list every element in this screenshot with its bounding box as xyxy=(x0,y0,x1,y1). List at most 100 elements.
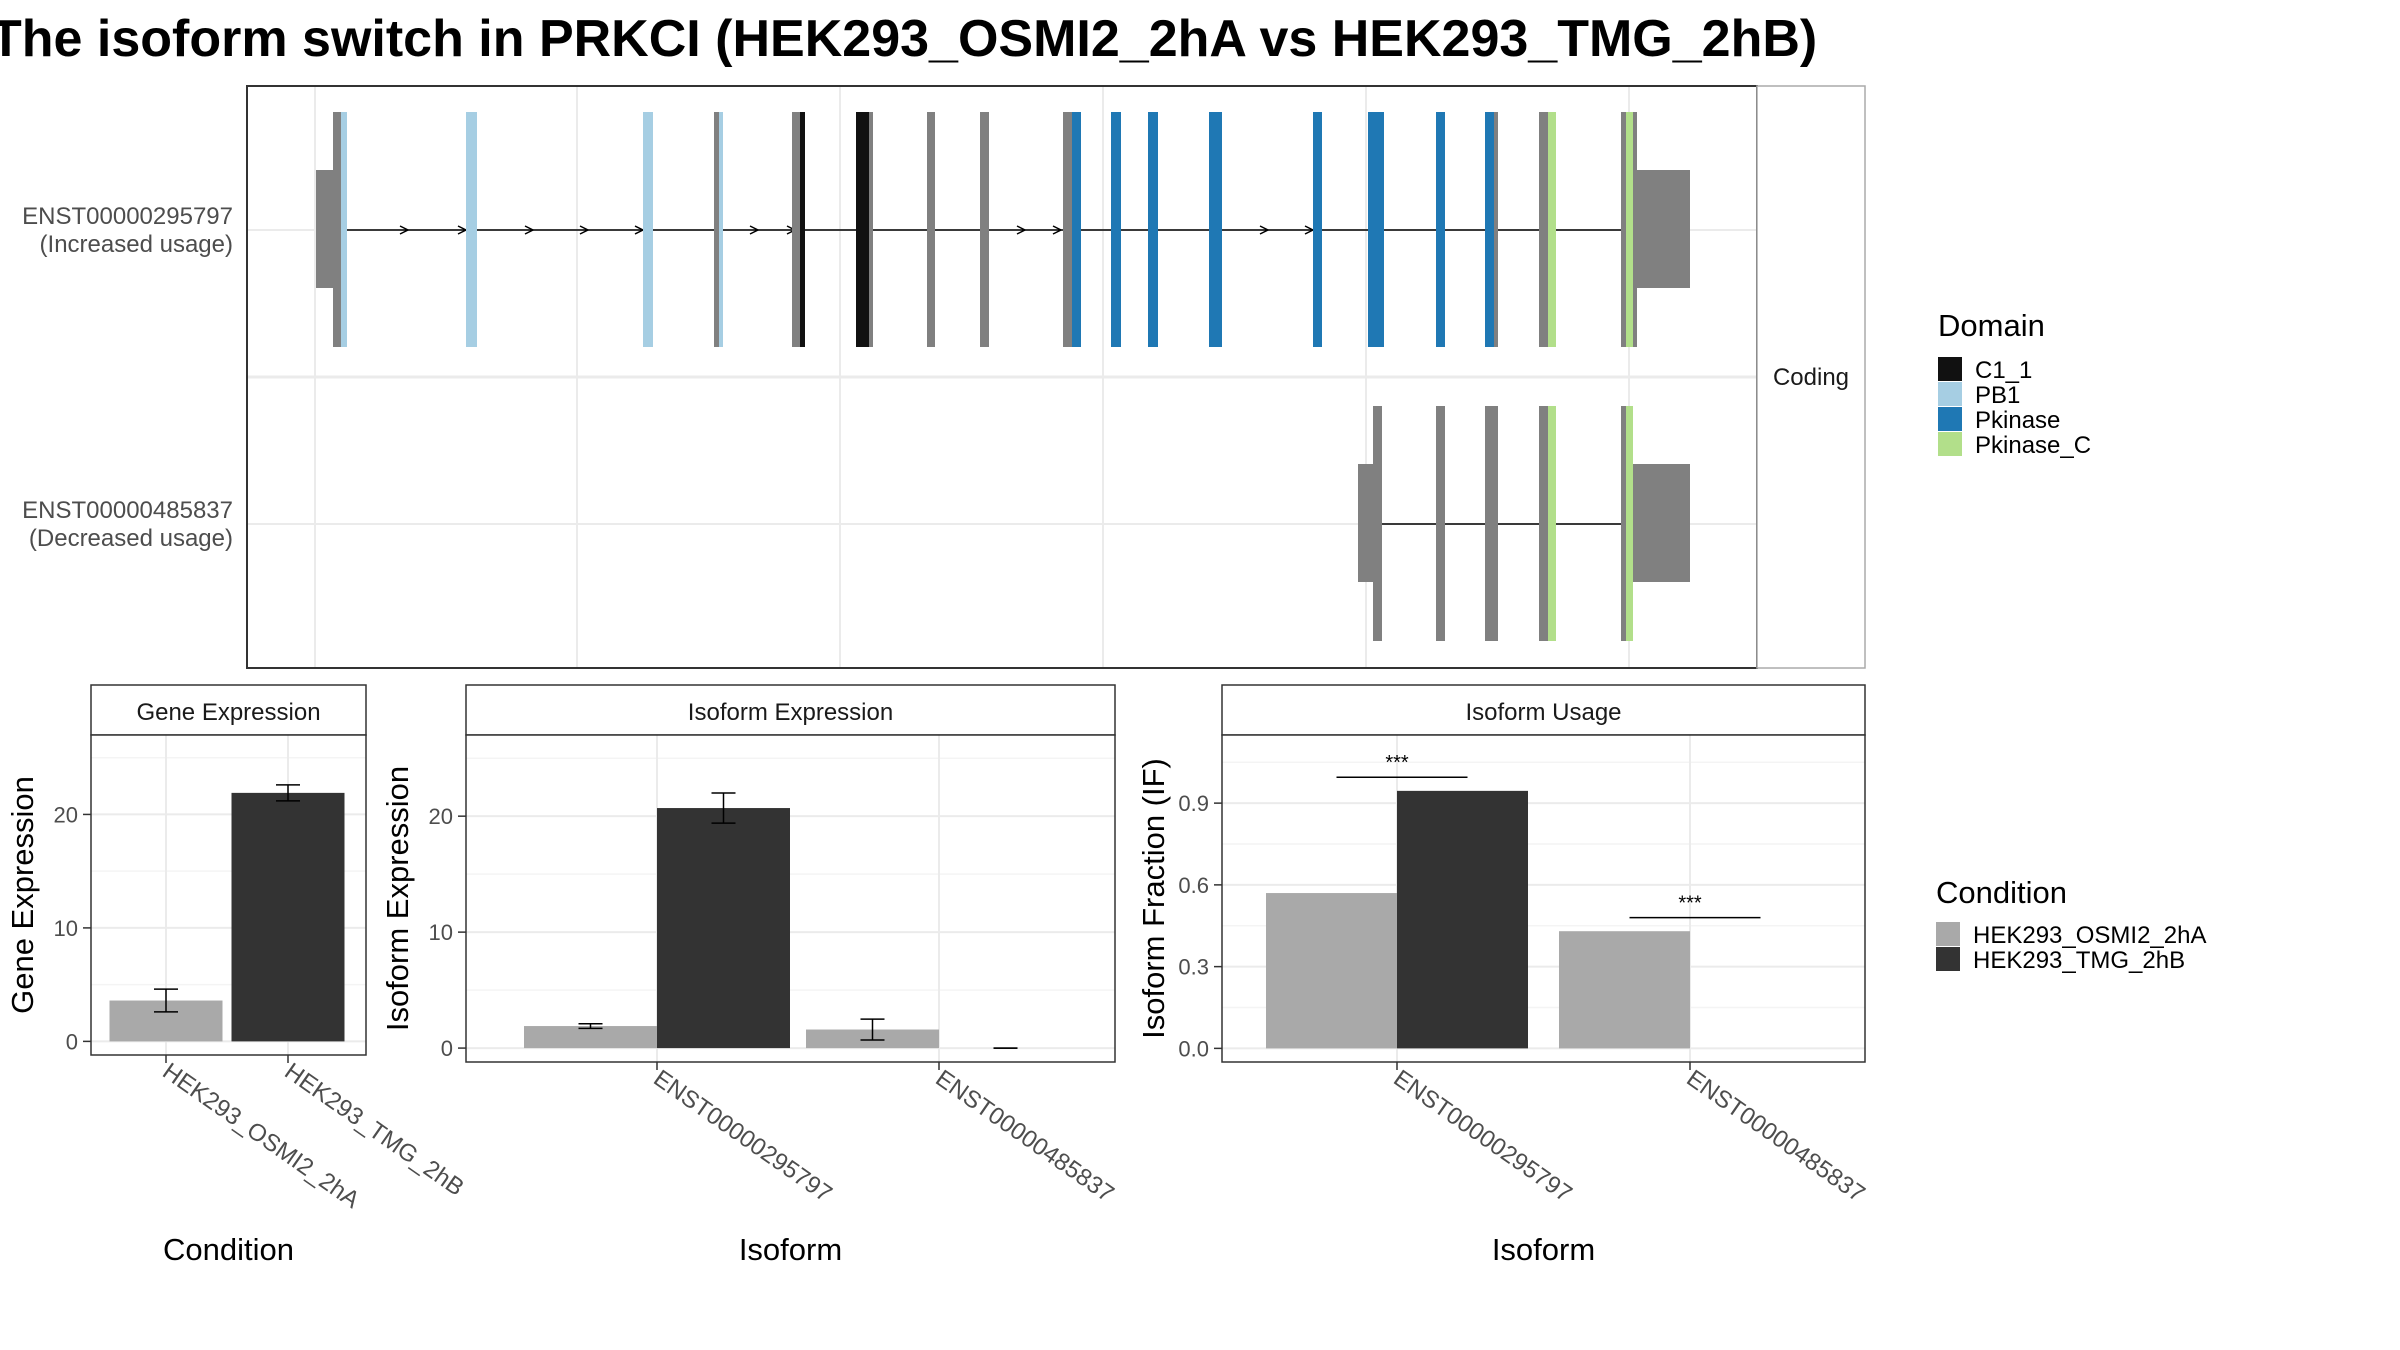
exon xyxy=(1539,112,1548,347)
error-bar xyxy=(276,784,300,802)
error-bar xyxy=(154,988,178,1013)
y-tick-label: 0 xyxy=(66,1029,78,1054)
condition-legend: Condition HEK293_OSMI2_2hA HEK293_TMG_2h… xyxy=(1936,875,2206,974)
y-axis-title: Isoform Expression xyxy=(380,766,415,1031)
legend-label-Pkinase_C: Pkinase_C xyxy=(1975,432,2091,459)
x-tick-label: ENST00000295797 xyxy=(1389,1065,1577,1208)
exon-domain-C1_1 xyxy=(800,112,805,347)
exon xyxy=(1621,112,1626,347)
exon xyxy=(927,112,935,347)
intron-arrow-8 xyxy=(1052,225,1063,235)
legend-label-PB1: PB1 xyxy=(1975,382,2020,409)
x-axis-title: Condition xyxy=(163,1232,294,1267)
transcript-2-usage: (Decreased usage) xyxy=(29,525,233,552)
x-axis-title: Isoform xyxy=(1492,1232,1595,1267)
plot-area xyxy=(466,735,1115,1062)
panel-border xyxy=(1221,734,1866,1063)
exon-domain-Pkinase xyxy=(1148,112,1158,347)
exon xyxy=(1436,406,1445,641)
exon-domain-PB1 xyxy=(466,112,477,347)
exon-domain-PB1 xyxy=(341,112,347,347)
x-tick-label: ENST00000485837 xyxy=(1682,1065,1870,1208)
bar-ENST00000295797-HEK293_OSMI2_2hA xyxy=(524,1026,657,1049)
utr-block xyxy=(1633,464,1690,582)
intron-arrow-3 xyxy=(579,225,590,235)
exon xyxy=(714,112,720,347)
transcript-structure-panel: Coding ENST00000295797 (Increased usage)… xyxy=(22,85,1866,669)
legend-swatch-HEK293_TMG_2hB xyxy=(1936,947,1960,971)
significance-label: *** xyxy=(1678,893,1702,915)
exon-domain-Pkinase xyxy=(1368,112,1384,347)
error-bar xyxy=(860,1018,885,1041)
exon-domain-Pkinase_C xyxy=(1626,112,1633,347)
x-axis-title: Isoform xyxy=(739,1232,842,1267)
legend-label-HEK293_TMG_2hB: HEK293_TMG_2hB xyxy=(1973,947,2185,974)
utr-block xyxy=(1358,464,1373,582)
bar-ENST00000295797-HEK293_TMG_2hB xyxy=(1397,790,1528,1049)
exon-domain-PB1 xyxy=(719,112,723,347)
legend-swatch-PB1 xyxy=(1938,382,1962,406)
panel-strip xyxy=(90,684,367,736)
utr-block xyxy=(1630,170,1690,288)
y-tick-label: 20 xyxy=(54,802,78,827)
exon xyxy=(869,112,873,347)
chart-panel-1: Isoform Expression 0 10 20 ENST00000295797 EN… xyxy=(380,684,1119,1267)
chart-panel-2: Isoform Usage *** *** 0.0 0.3 0.6 0.9 ENST00000… xyxy=(1136,684,1870,1267)
facet-label-coding: Coding xyxy=(1773,364,1849,391)
y-tick-label: 20 xyxy=(429,804,453,829)
legend-swatch-HEK293_OSMI2_2hA xyxy=(1936,922,1960,946)
intron-arrow-0 xyxy=(399,225,410,235)
figure-title: The isoform switch in PRKCI (HEK293_OSMI… xyxy=(0,10,1817,68)
exon-domain-C1_1 xyxy=(856,112,869,347)
bar-charts: Gene Expression01020HEK293_OSMI2_2hAHEK2… xyxy=(5,684,1870,1267)
bar-ENST00000295797-HEK293_TMG_2hB xyxy=(657,808,790,1049)
panel-title: Gene Expression xyxy=(136,699,320,726)
exon-domain-Pkinase xyxy=(1209,112,1222,347)
bar-ENST00000295797-HEK293_OSMI2_2hA xyxy=(1266,893,1397,1049)
bar-ENST00000485837-HEK293_OSMI2_2hA xyxy=(1559,931,1690,1049)
panel-title: Isoform Usage xyxy=(1465,699,1621,726)
utr-block xyxy=(316,170,336,288)
domain-legend: Domain C1_1 PB1 Pkinase Pkinase_C xyxy=(1938,308,2091,459)
y-tick-label: 0.6 xyxy=(1178,873,1209,898)
legend-label-HEK293_OSMI2_2hA: HEK293_OSMI2_2hA xyxy=(1973,922,2206,949)
condition-legend-title: Condition xyxy=(1936,875,2067,910)
x-tick-label: HEK293_OSMI2_2hA xyxy=(158,1058,365,1214)
exon-domain-PB1 xyxy=(643,112,653,347)
y-tick-label: 10 xyxy=(429,920,453,945)
legend-label-Pkinase: Pkinase xyxy=(1975,407,2060,434)
x-tick-label: ENST00000295797 xyxy=(649,1065,837,1208)
error-bar xyxy=(578,1022,603,1030)
exon xyxy=(1373,406,1382,641)
y-tick-label: 0.3 xyxy=(1178,955,1209,980)
panel-border xyxy=(90,734,367,1056)
exon xyxy=(1485,406,1498,641)
y-axis-title: Isoform Fraction (IF) xyxy=(1136,758,1171,1039)
exon xyxy=(980,112,989,347)
intron-arrow-5 xyxy=(749,225,760,235)
exon-domain-Pkinase xyxy=(1313,112,1322,347)
transcript-1-id: ENST00000295797 xyxy=(22,203,233,230)
exon-domain-Pkinase xyxy=(1111,112,1121,347)
structure-facet-strip xyxy=(1756,85,1866,669)
exon xyxy=(792,112,800,347)
exon-domain-Pkinase_C xyxy=(1626,406,1633,641)
exon-domain-Pkinase xyxy=(1072,112,1081,347)
transcript-ENST00000485837 xyxy=(1358,406,1690,641)
exon-domain-Pkinase_C xyxy=(1548,406,1556,641)
panel-title: Isoform Expression xyxy=(688,699,893,726)
y-tick-label: 0.0 xyxy=(1178,1036,1209,1061)
intron-arrow-9 xyxy=(1259,225,1270,235)
error-bar xyxy=(711,792,736,824)
legend-swatch-C1_1 xyxy=(1938,357,1962,381)
transcript-ENST00000295797 xyxy=(316,112,1690,347)
y-tick-label: 0.9 xyxy=(1178,791,1209,816)
bar-HEK293_TMG_2hB xyxy=(231,792,345,1042)
legend-swatch-Pkinase_C xyxy=(1938,432,1962,456)
intron-arrow-7 xyxy=(1016,225,1027,235)
exon xyxy=(1621,406,1626,641)
exon xyxy=(1063,112,1072,347)
y-tick-label: 10 xyxy=(54,916,78,941)
exon xyxy=(1539,406,1548,641)
